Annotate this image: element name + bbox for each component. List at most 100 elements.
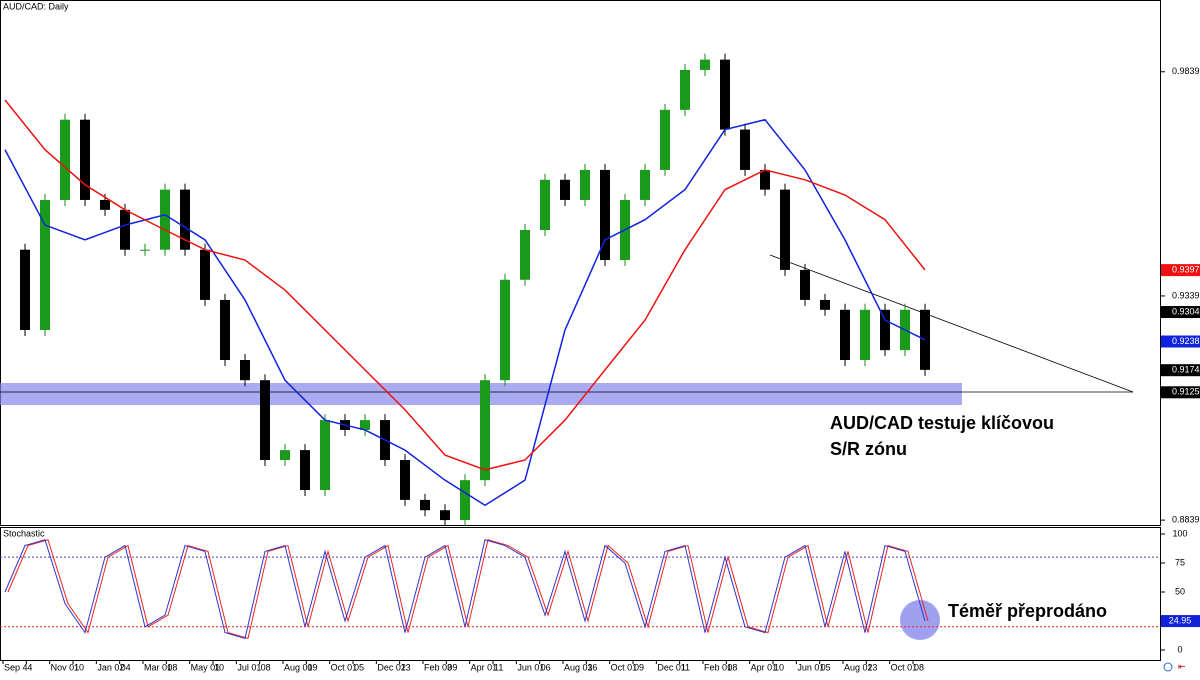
candle [200, 249, 210, 300]
x-tick-label: 05 [354, 662, 364, 672]
candle [300, 450, 310, 491]
price-label: 0.91250 [1172, 387, 1200, 397]
x-tick-label: 11 [494, 662, 503, 672]
svg-text:⇤: ⇤ [1178, 661, 1186, 671]
candle [40, 199, 50, 330]
candle [360, 420, 370, 430]
candle [460, 480, 470, 521]
y-tick-label: 0.98399 [1172, 66, 1200, 76]
candle [720, 59, 730, 130]
candle [140, 249, 150, 251]
x-tick-label: 09 [634, 662, 644, 672]
stoch-main [4, 539, 926, 640]
annotation: AUD/CAD testuje klíčovou [830, 413, 1054, 433]
candle [860, 309, 870, 361]
candle [160, 189, 170, 250]
x-tick-label: Mar 01 [144, 662, 172, 672]
x-tick-label: 05 [821, 662, 831, 672]
x-tick-label: Feb 01 [704, 662, 732, 672]
candle [580, 169, 590, 200]
x-tick-label: Dec 02 [377, 662, 406, 672]
candle [100, 199, 110, 210]
x-tick-label: May 01 [191, 662, 221, 672]
candle [80, 119, 90, 200]
x-tick-label: 4 [27, 662, 32, 672]
candle [520, 229, 530, 280]
price-label: 0.92383 [1172, 336, 1200, 346]
moving-average [4, 118, 926, 507]
candle [760, 169, 770, 190]
x-tick-label: 06 [541, 662, 551, 672]
candle [880, 309, 890, 351]
candle [400, 459, 410, 500]
x-tick-label: 10 [214, 662, 224, 672]
candle [800, 269, 810, 300]
trendline [769, 254, 1134, 393]
candle [840, 309, 850, 361]
x-tick-label: Apr 01 [751, 662, 778, 672]
candle [260, 380, 270, 460]
annotation: Téměř přeprodáno [948, 601, 1107, 621]
x-tick-label: Sep 4 [4, 662, 28, 672]
candle [240, 360, 250, 381]
candle [420, 499, 430, 511]
x-tick-label: 08 [167, 662, 177, 672]
candle [640, 169, 650, 200]
title-bg [1, 1, 73, 12]
candle [280, 450, 290, 460]
x-tick-label: Apr 01 [471, 662, 498, 672]
candle [740, 129, 750, 170]
candle [560, 179, 570, 200]
x-tick-label: 09 [447, 662, 457, 672]
x-tick-label: Aug 03 [564, 662, 593, 672]
x-tick-label: Oct 01 [331, 662, 358, 672]
candle [680, 69, 690, 110]
x-tick-label: 16 [587, 662, 597, 672]
nav-icons[interactable]: ⇤ [1163, 661, 1186, 672]
indicator-title: Stochastic [3, 528, 45, 538]
candle [20, 249, 30, 330]
x-tick-label: Jun 01 [797, 662, 824, 672]
x-tick-label: Nov 01 [51, 662, 80, 672]
candle [780, 189, 790, 270]
x-tick-label: 10 [774, 662, 784, 672]
current-label: 24.95 [1169, 615, 1192, 625]
price-label: 0.93975 [1172, 264, 1200, 274]
y-tick-label: 0.88399 [1172, 514, 1200, 524]
y-tick-label: 0.93399 [1172, 290, 1200, 300]
candle [220, 299, 230, 361]
candle [120, 209, 130, 250]
x-tick-label: Jul 01 [237, 662, 261, 672]
current-box [1161, 615, 1200, 628]
price-label-box [1161, 335, 1200, 348]
x-tick-label: 08 [261, 662, 271, 672]
chart-title: AUD/CAD: Daily [3, 1, 69, 11]
x-tick-label: Dec 01 [657, 662, 686, 672]
x-tick-label: 04 [121, 662, 131, 672]
x-tick-label: 09 [307, 662, 317, 672]
x-tick-label: Feb 03 [424, 662, 452, 672]
candle [440, 510, 450, 521]
x-tick-label: 08 [914, 662, 924, 672]
candle [540, 179, 550, 230]
candle [180, 189, 190, 250]
x-tick-label: 11 [681, 662, 690, 672]
price-label-box [1161, 386, 1200, 399]
candle [480, 380, 490, 481]
candle [320, 420, 330, 491]
price-label-box [1161, 364, 1200, 377]
price-label-box [1161, 264, 1200, 277]
candle [820, 299, 830, 310]
candle [600, 169, 610, 261]
stoch-signal [7, 539, 929, 640]
x-tick-label: Aug 02 [844, 662, 873, 672]
candle [660, 109, 670, 170]
candle [500, 279, 510, 381]
x-tick-label: Aug 01 [284, 662, 313, 672]
candle [60, 119, 70, 200]
annotation: S/R zónu [830, 439, 907, 459]
x-tick-label: Oct 01 [611, 662, 638, 672]
oversold-circle [900, 600, 940, 640]
